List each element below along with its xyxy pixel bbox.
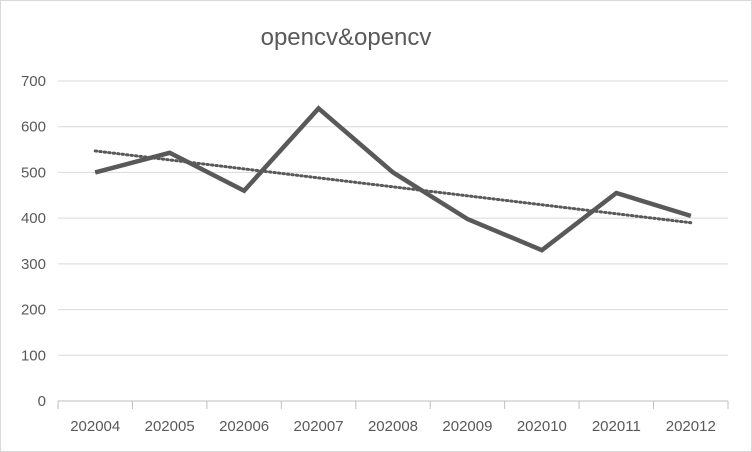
x-tick-label: 202009 xyxy=(442,418,492,435)
x-tick-label: 202004 xyxy=(70,418,120,435)
x-tick-label: 202012 xyxy=(666,418,716,435)
data-point xyxy=(94,171,96,173)
data-point xyxy=(243,190,245,192)
x-tick-label: 202006 xyxy=(219,418,269,435)
y-axis-tick-labels: 0 100 200 300 400 500 600 700 xyxy=(21,73,46,410)
gridlines xyxy=(58,80,728,356)
x-tick-label: 202011 xyxy=(592,418,641,435)
data-point xyxy=(541,249,543,251)
y-tick-label: 100 xyxy=(21,347,46,364)
series-line xyxy=(94,105,692,253)
x-tick-label: 202007 xyxy=(294,418,344,435)
x-tick-label: 202008 xyxy=(368,418,418,435)
y-tick-label: 200 xyxy=(21,302,46,319)
y-tick-label: 0 xyxy=(38,393,46,410)
data-point xyxy=(392,171,394,173)
data-point xyxy=(169,152,171,154)
series-layer xyxy=(94,105,692,253)
y-tick-label: 600 xyxy=(21,119,46,136)
x-axis-tick-labels: 202004 202005 202006 202007 202008 202009 2020… xyxy=(70,418,716,435)
x-tick-label: 202005 xyxy=(145,418,195,435)
data-point xyxy=(615,192,617,194)
x-tick-label: 202010 xyxy=(517,418,567,435)
y-tick-label: 400 xyxy=(21,210,46,227)
data-point xyxy=(466,218,468,220)
chart-title: opencv&opencv xyxy=(260,24,432,51)
y-tick-label: 500 xyxy=(21,164,46,181)
data-point xyxy=(318,107,320,109)
data-point xyxy=(690,215,692,217)
y-tick-label: 300 xyxy=(21,256,46,273)
x-axis xyxy=(57,400,729,409)
y-tick-label: 700 xyxy=(21,73,46,90)
